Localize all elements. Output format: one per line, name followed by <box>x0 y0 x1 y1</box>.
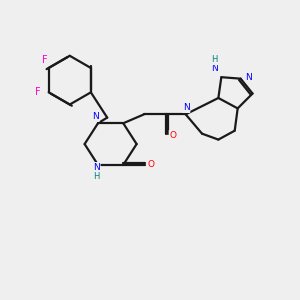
Text: N: N <box>92 112 99 121</box>
Text: N: N <box>212 64 218 73</box>
Text: H: H <box>212 56 218 64</box>
Text: F: F <box>35 87 41 97</box>
Text: N: N <box>93 163 100 172</box>
Text: N: N <box>183 103 190 112</box>
Text: O: O <box>148 160 155 169</box>
Text: H: H <box>93 172 100 181</box>
Text: O: O <box>169 130 176 140</box>
Text: N: N <box>246 73 252 82</box>
Text: F: F <box>42 55 48 64</box>
